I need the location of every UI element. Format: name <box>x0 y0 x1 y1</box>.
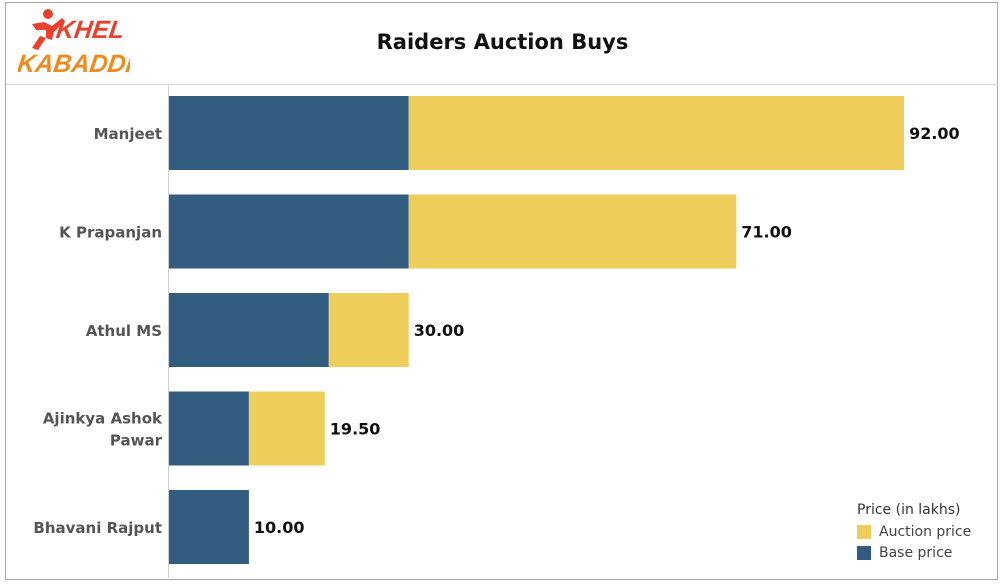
chart-frame <box>5 2 998 580</box>
header: KHEL KABADDI Raiders Auction Buys <box>0 0 1005 85</box>
bar-auction-price-manjeet <box>408 96 905 170</box>
bar-base-price-k-prapanjan <box>169 194 409 269</box>
bar-auction-price-k-prapanjan <box>408 194 737 269</box>
legend-swatch-base-price <box>857 545 871 560</box>
header-divider <box>6 84 998 85</box>
bar-base-price-ajinkya-ashok-pawar <box>169 391 249 466</box>
legend-item-base-price: Base price <box>857 542 971 563</box>
category-label-bhavani-rajput: Bhavani Rajput <box>33 519 162 537</box>
category-label-manjeet: Manjeet <box>94 125 162 143</box>
category-label-ajinkya-ashok-pawar-line2: Pawar <box>110 432 163 450</box>
total-label-bhavani-rajput: 10.00 <box>254 518 305 537</box>
total-label-ajinkya-ashok-pawar: 19.50 <box>330 420 381 439</box>
logo-word-bottom: KABADDI <box>18 50 130 78</box>
category-label-ajinkya-ashok-pawar-line1: Ajinkya Ashok <box>43 410 163 428</box>
bar-base-price-bhavani-rajput <box>169 490 249 564</box>
total-label-athul-ms: 30.00 <box>414 321 465 340</box>
chart-title: Raiders Auction Buys <box>376 30 629 54</box>
legend-label-base-price: Base price <box>879 544 953 561</box>
total-label-manjeet: 92.00 <box>909 124 960 143</box>
category-label-k-prapanjan: K Prapanjan <box>59 224 162 242</box>
category-label-athul-ms: Athul MS <box>86 322 162 340</box>
legend: Price (in lakhs) Auction price Base pric… <box>857 502 971 563</box>
legend-item-auction-price: Auction price <box>857 521 971 542</box>
bar-auction-price-ajinkya-ashok-pawar <box>248 391 325 466</box>
bar-auction-price-athul-ms <box>328 293 409 367</box>
bar-base-price-manjeet <box>169 96 409 170</box>
total-label-k-prapanjan: 71.00 <box>741 223 792 242</box>
legend-label-auction-price: Auction price <box>879 523 972 540</box>
legend-title: Price (in lakhs) <box>857 502 961 518</box>
bar-base-price-athul-ms <box>169 293 329 367</box>
logo-word-top: KHEL <box>54 16 126 44</box>
legend-swatch-auction-price <box>857 524 871 539</box>
khel-kabaddi-logo: KHEL KABADDI <box>16 4 136 84</box>
